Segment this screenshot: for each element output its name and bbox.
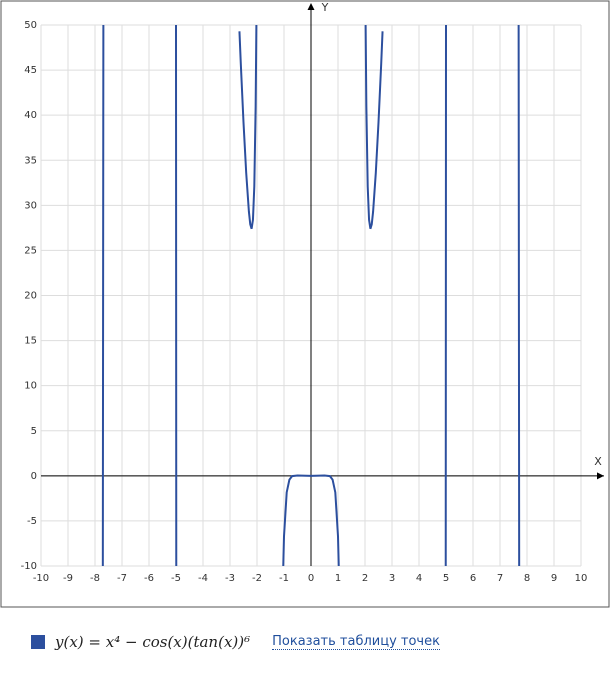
y-tick-label: 0 xyxy=(31,471,37,482)
x-tick-label: -4 xyxy=(198,573,208,584)
y-axis-arrow xyxy=(307,3,315,10)
x-tick-label: 3 xyxy=(389,573,395,584)
y-tick-label: -5 xyxy=(27,516,37,527)
legend: y(x) = x⁴ − cos(x)(tan(x))⁶ Показать таб… xyxy=(31,633,440,651)
legend-swatch xyxy=(31,635,45,649)
x-tick-label: -1 xyxy=(279,573,289,584)
chart: -10 -9 -8 -7 -6 -5 -4 -3 -2 -1 0 1 2 3 4 5 6 7 8 9 10-10-505… xyxy=(0,0,610,608)
y-tick-label: 15 xyxy=(24,336,37,347)
x-tick-label: 1 xyxy=(335,573,341,584)
frame xyxy=(0,0,610,608)
x-tick-label: -5 xyxy=(171,573,181,584)
x-tick-label: 5 xyxy=(443,573,449,584)
y-tick-label: 20 xyxy=(24,291,37,302)
x-tick-label: 6 xyxy=(470,573,476,584)
curve xyxy=(101,25,521,566)
y-tick-label: 45 xyxy=(24,65,37,76)
y-tick-label: 40 xyxy=(24,110,37,121)
x-tick-label: -10 xyxy=(33,573,49,584)
x-tick-label: 7 xyxy=(497,573,503,584)
x-tick-label: -6 xyxy=(144,573,154,584)
x-tick-label: 10 xyxy=(575,573,588,584)
legend-label: y(x) = x⁴ − cos(x)(tan(x))⁶ xyxy=(55,633,251,651)
x-tick-label: -8 xyxy=(90,573,100,584)
x-tick-label: -2 xyxy=(252,573,262,584)
y-axis-label: Y xyxy=(321,1,329,14)
y-tick-label: 25 xyxy=(24,245,37,256)
x-tick-label: 8 xyxy=(524,573,530,584)
y-tick-label: 50 xyxy=(24,20,37,31)
y-tick-label: 5 xyxy=(31,426,37,437)
x-tick-label: 9 xyxy=(551,573,557,584)
y-tick-label: 10 xyxy=(24,381,37,392)
points-table-link[interactable]: Показать таблицу точек xyxy=(272,634,440,650)
x-tick-label: -9 xyxy=(63,573,73,584)
y-tick-label: 35 xyxy=(24,155,37,166)
x-axis-label: X xyxy=(594,455,602,468)
x-tick-label: 2 xyxy=(362,573,368,584)
x-tick-label: 4 xyxy=(416,573,422,584)
x-tick-label: -7 xyxy=(117,573,127,584)
y-tick-label: -10 xyxy=(21,561,37,572)
x-axis-arrow xyxy=(597,472,604,480)
y-tick-label: 30 xyxy=(24,200,37,211)
x-tick-label: 0 xyxy=(308,573,314,584)
x-tick-label: -3 xyxy=(225,573,235,584)
